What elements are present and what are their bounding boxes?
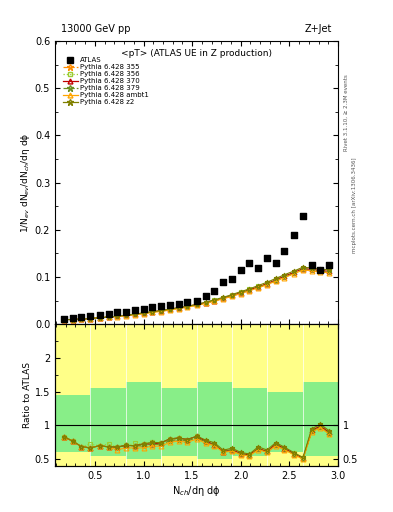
Point: [326, 261, 332, 269]
Point: [246, 259, 253, 267]
Point: [264, 254, 270, 262]
Point: [211, 287, 218, 295]
Text: Rivet 3.1.10, ≥ 2.3M events: Rivet 3.1.10, ≥ 2.3M events: [344, 74, 349, 151]
Y-axis label: Ratio to ATLAS: Ratio to ATLAS: [23, 362, 32, 428]
Y-axis label: 1/N$_{ev}$ dN$_{ev}$/dN$_{ch}$/dη dϕ: 1/N$_{ev}$ dN$_{ev}$/dN$_{ch}$/dη dϕ: [19, 133, 32, 233]
Point: [61, 314, 67, 323]
Point: [105, 310, 112, 318]
Point: [149, 303, 155, 311]
Point: [273, 259, 279, 267]
Point: [70, 314, 76, 322]
Point: [229, 275, 235, 284]
Point: [309, 261, 315, 269]
Point: [175, 300, 182, 308]
Point: [87, 312, 93, 320]
Text: mcplots.cern.ch [arXiv:1306.3436]: mcplots.cern.ch [arXiv:1306.3436]: [352, 157, 357, 252]
Point: [97, 311, 103, 319]
Point: [132, 306, 138, 314]
Point: [114, 308, 120, 316]
Text: Z+Jet: Z+Jet: [305, 24, 332, 34]
Point: [194, 296, 200, 305]
Point: [203, 292, 209, 300]
Point: [281, 247, 288, 255]
Point: [300, 211, 306, 220]
X-axis label: N$_{ch}$/dη dϕ: N$_{ch}$/dη dϕ: [172, 483, 221, 498]
Point: [184, 297, 190, 306]
Point: [238, 266, 244, 274]
Point: [167, 301, 173, 309]
Point: [158, 302, 164, 310]
Point: [123, 307, 129, 315]
Text: 13000 GeV pp: 13000 GeV pp: [61, 24, 130, 34]
Point: [255, 264, 261, 272]
Point: [220, 278, 226, 286]
Text: <pT> (ATLAS UE in Z production): <pT> (ATLAS UE in Z production): [121, 50, 272, 58]
Point: [291, 230, 298, 239]
Point: [140, 305, 147, 313]
Point: [78, 313, 84, 321]
Legend: ATLAS, Pythia 6.428 355, Pythia 6.428 356, Pythia 6.428 370, Pythia 6.428 379, P: ATLAS, Pythia 6.428 355, Pythia 6.428 35…: [61, 56, 151, 107]
Point: [317, 266, 323, 274]
